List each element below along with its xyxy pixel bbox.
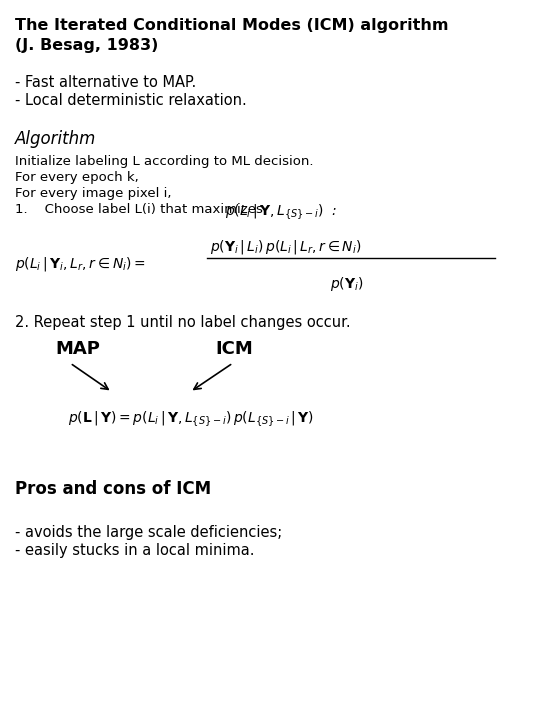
Text: $p(\mathbf{Y}_i\,|\,L_i)\,p(L_i\,|\,L_r, r \in N_i)$: $p(\mathbf{Y}_i\,|\,L_i)\,p(L_i\,|\,L_r,…: [210, 238, 362, 256]
Text: For every image pixel i,: For every image pixel i,: [15, 187, 172, 200]
Text: ICM: ICM: [215, 340, 253, 358]
Text: $p(\mathbf{L}\,|\,\mathbf{Y}) = p(L_i\,|\,\mathbf{Y}, L_{\{S\}-i})\,p(L_{\{S\}-i: $p(\mathbf{L}\,|\,\mathbf{Y}) = p(L_i\,|…: [68, 410, 314, 429]
Text: (J. Besag, 1983): (J. Besag, 1983): [15, 38, 158, 53]
Text: - easily stucks in a local minima.: - easily stucks in a local minima.: [15, 543, 254, 558]
Text: MAP: MAP: [55, 340, 100, 358]
Text: $p(\mathbf{Y}_i)$: $p(\mathbf{Y}_i)$: [330, 275, 364, 293]
Text: For every epoch k,: For every epoch k,: [15, 171, 139, 184]
Text: - avoids the large scale deficiencies;: - avoids the large scale deficiencies;: [15, 525, 282, 540]
Text: $p(L_i\,|\,\mathbf{Y}, L_{\{S\}-i})$  :: $p(L_i\,|\,\mathbf{Y}, L_{\{S\}-i})$ :: [225, 203, 338, 222]
Text: 2. Repeat step 1 until no label changes occur.: 2. Repeat step 1 until no label changes …: [15, 315, 350, 330]
Text: Pros and cons of ICM: Pros and cons of ICM: [15, 480, 211, 498]
Text: $p(L_i\,|\,\mathbf{Y}_i, L_r, r \in N_i) =$: $p(L_i\,|\,\mathbf{Y}_i, L_r, r \in N_i)…: [15, 255, 146, 273]
Text: - Fast alternative to MAP.: - Fast alternative to MAP.: [15, 75, 196, 90]
Text: 1.    Choose label L(i) that maximizes: 1. Choose label L(i) that maximizes: [15, 203, 263, 216]
Text: - Local deterministic relaxation.: - Local deterministic relaxation.: [15, 93, 247, 108]
Text: Algorithm: Algorithm: [15, 130, 96, 148]
Text: The Iterated Conditional Modes (ICM) algorithm: The Iterated Conditional Modes (ICM) alg…: [15, 18, 449, 33]
Text: Initialize labeling L according to ML decision.: Initialize labeling L according to ML de…: [15, 155, 314, 168]
